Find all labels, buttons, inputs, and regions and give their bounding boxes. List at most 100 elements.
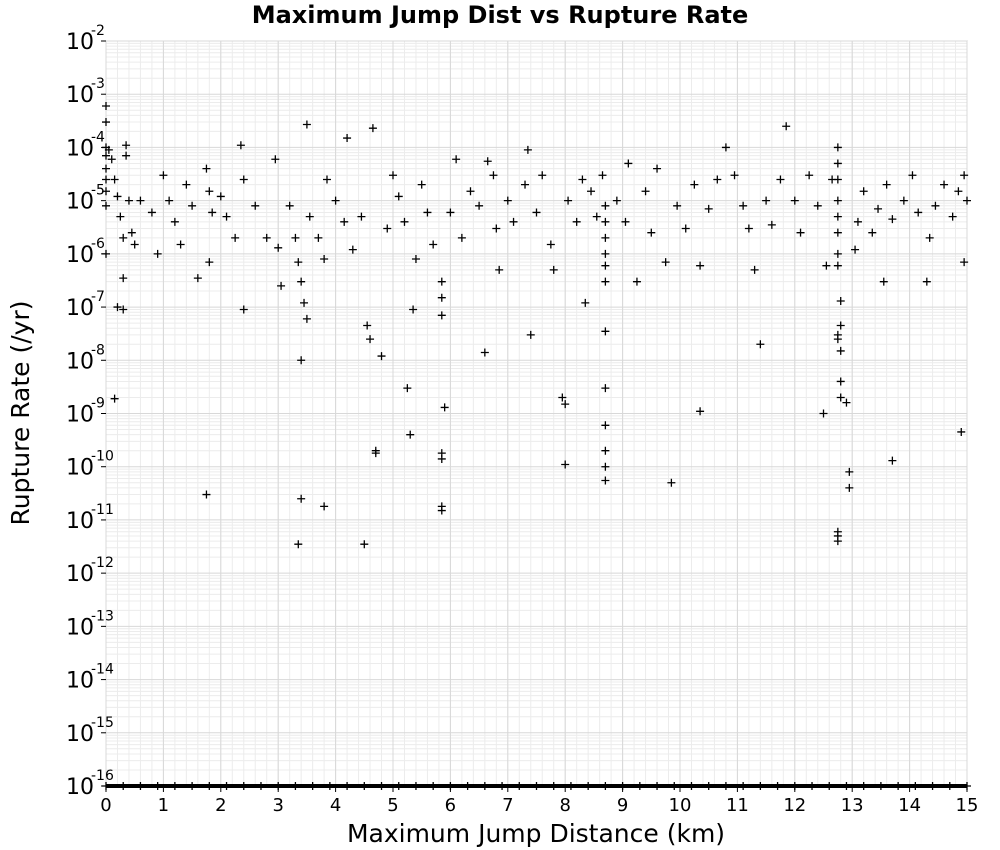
data-point <box>147 208 156 217</box>
data-point <box>423 208 432 217</box>
data-point <box>113 192 122 201</box>
data-point <box>833 228 842 237</box>
data-point <box>549 265 558 274</box>
data-point <box>403 384 412 393</box>
y-tick-exponent: -14 <box>91 662 114 678</box>
data-point <box>124 196 133 205</box>
data-point <box>357 212 366 221</box>
data-point <box>601 446 610 455</box>
data-point <box>833 335 842 344</box>
y-tick-base: 10 <box>66 722 94 747</box>
y-axis-label: Rupture Rate (/yr) <box>6 301 35 526</box>
data-point <box>805 171 814 180</box>
y-tick-label: 10-6 <box>66 236 105 268</box>
y-tick-exponent: -11 <box>91 502 114 518</box>
data-point <box>446 208 455 217</box>
data-point <box>960 258 969 267</box>
y-tick-label: 10-14 <box>66 662 114 694</box>
data-point <box>113 303 122 312</box>
x-tick-label: 15 <box>956 795 979 816</box>
y-tick-label: 10-7 <box>66 289 105 321</box>
data-point <box>202 164 211 173</box>
data-point <box>489 171 498 180</box>
data-point <box>102 151 110 160</box>
data-point <box>957 427 966 436</box>
data-point <box>601 384 610 393</box>
data-point <box>239 175 248 184</box>
data-point <box>661 258 670 267</box>
x-tick-label: 14 <box>898 795 921 816</box>
data-point <box>776 175 785 184</box>
data-point <box>429 240 438 249</box>
data-point <box>274 243 283 252</box>
data-point <box>475 201 484 210</box>
y-tick-exponent: -5 <box>91 183 105 199</box>
y-tick-label: 10-12 <box>66 555 114 587</box>
data-point <box>954 187 963 196</box>
data-point <box>294 258 303 267</box>
data-point <box>368 124 377 133</box>
data-point <box>119 233 128 242</box>
data-point <box>406 430 415 439</box>
data-point <box>730 171 739 180</box>
data-point <box>297 356 306 365</box>
y-tick-base: 10 <box>66 403 94 428</box>
x-tick-label: 9 <box>617 795 628 816</box>
y-tick-base: 10 <box>66 30 94 55</box>
y-tick-exponent: -10 <box>91 449 114 465</box>
y-tick-label: 10-11 <box>66 502 114 534</box>
data-point <box>417 180 426 189</box>
data-point <box>601 476 610 485</box>
data-point <box>300 298 309 307</box>
y-tick-label: 10-5 <box>66 183 105 215</box>
data-point <box>483 157 492 166</box>
x-tick-label: 1 <box>158 795 169 816</box>
x-axis-label: Maximum Jump Distance (km) <box>347 819 725 848</box>
data-point <box>564 196 573 205</box>
data-point <box>598 171 607 180</box>
data-point <box>205 258 214 267</box>
data-point <box>713 175 722 184</box>
data-point <box>762 196 771 205</box>
data-point <box>110 175 119 184</box>
data-point <box>750 265 759 274</box>
y-tick-label: 10-3 <box>66 76 105 108</box>
data-point <box>601 421 610 430</box>
data-point <box>624 159 633 168</box>
y-tick-base: 10 <box>66 509 94 534</box>
data-point <box>302 120 311 129</box>
data-point <box>340 217 349 226</box>
data-point <box>102 102 110 111</box>
data-point <box>833 175 842 184</box>
data-point <box>165 196 174 205</box>
y-tick-base: 10 <box>66 615 94 640</box>
data-point <box>205 187 214 196</box>
y-axis: 10-1610-1510-1410-1310-1210-1110-1010-91… <box>66 23 114 800</box>
y-tick-exponent: -16 <box>91 768 114 784</box>
data-point <box>394 192 403 201</box>
data-point <box>271 155 280 164</box>
data-point <box>440 403 449 412</box>
y-tick-exponent: -7 <box>91 289 105 305</box>
data-point <box>601 261 610 270</box>
data-point <box>578 175 587 184</box>
data-point <box>122 151 131 160</box>
y-tick-label: 10-10 <box>66 449 114 481</box>
y-tick-label: 10-8 <box>66 342 105 374</box>
data-point <box>739 201 748 210</box>
data-point <box>377 352 386 361</box>
data-point <box>437 454 446 463</box>
data-point <box>222 212 231 221</box>
data-point <box>963 196 971 205</box>
data-point <box>572 217 581 226</box>
y-tick-base: 10 <box>66 456 94 481</box>
data-point <box>601 249 610 258</box>
data-point <box>127 228 136 237</box>
data-point <box>521 180 530 189</box>
data-point <box>767 220 776 229</box>
data-point <box>601 277 610 286</box>
data-point <box>104 145 113 154</box>
data-point <box>216 192 225 201</box>
x-tick-label: 11 <box>726 795 749 816</box>
data-point <box>696 407 705 416</box>
